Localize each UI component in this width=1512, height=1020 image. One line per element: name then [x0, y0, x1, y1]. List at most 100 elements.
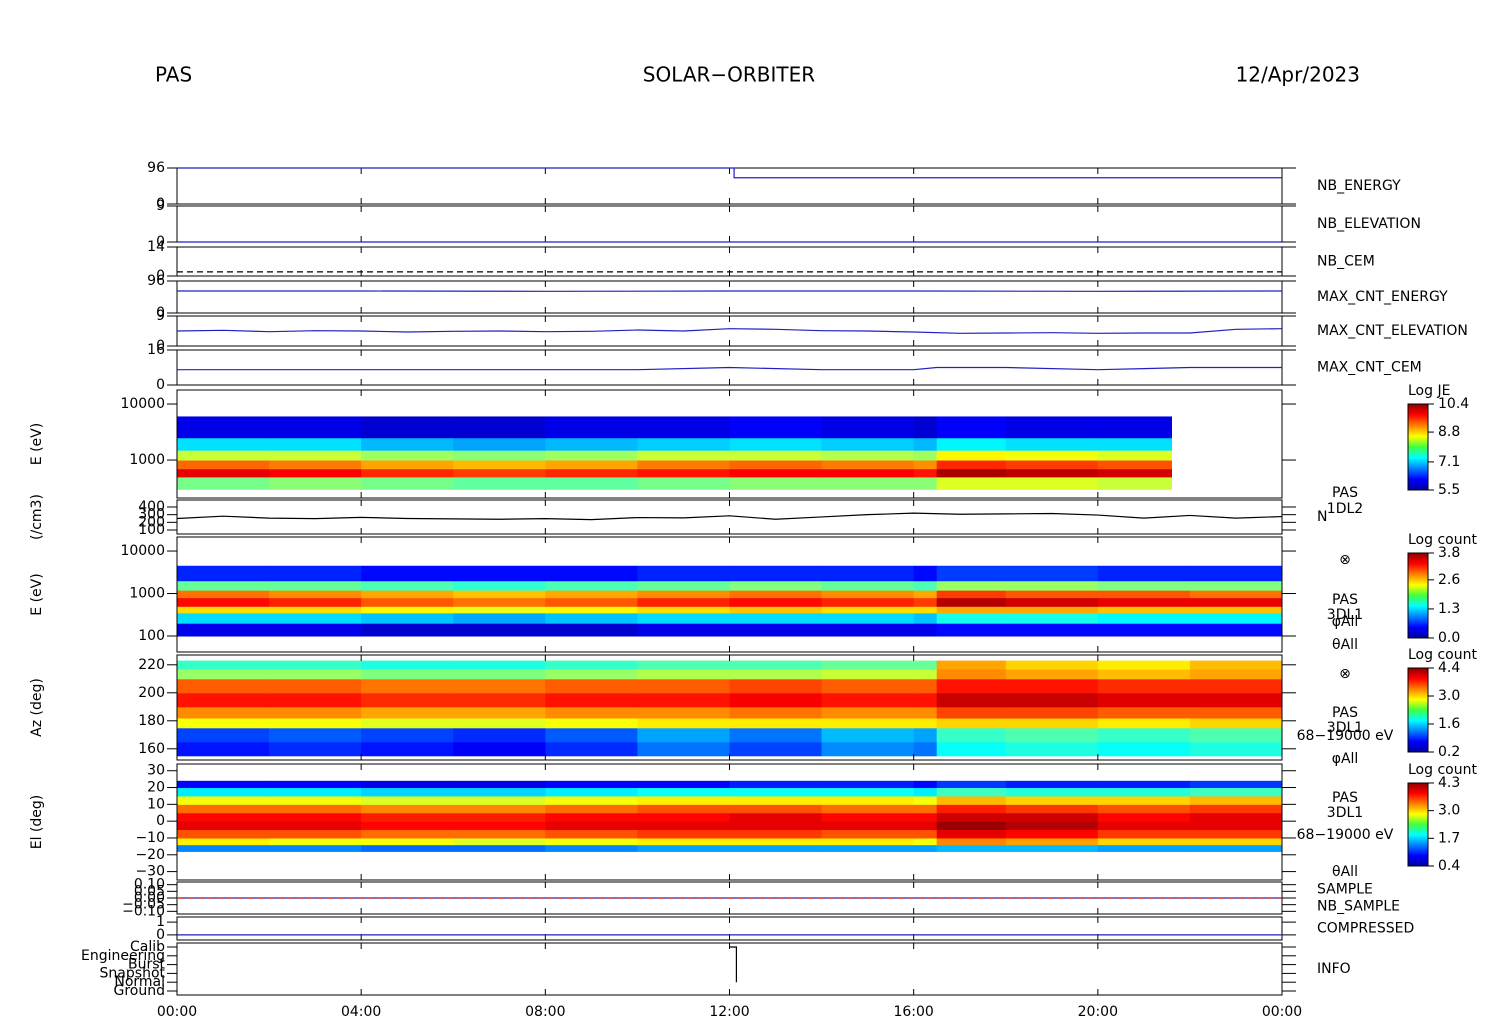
- heatmap-cell: [453, 780, 546, 789]
- heatmap-cell: [177, 623, 270, 637]
- y-tick-label: 0: [156, 927, 165, 943]
- heatmap-cell: [177, 450, 270, 461]
- colorbar: [1407, 403, 1429, 491]
- y-tick-label: Normal: [114, 974, 165, 990]
- heatmap-cell: [361, 821, 454, 831]
- heatmap-cell: [1005, 660, 1099, 670]
- heatmap-cell: [1097, 590, 1191, 599]
- heatmap-cell: [1097, 812, 1191, 822]
- heatmap-cell: [1097, 460, 1172, 470]
- heatmap-cell: [913, 468, 938, 478]
- heatmap-cell: [729, 606, 823, 614]
- heatmap-cell: [936, 660, 1007, 670]
- heatmap-cell: [913, 416, 938, 439]
- panel-frame: [176, 942, 1283, 996]
- heatmap-cell: [545, 416, 638, 439]
- heatmap-cell: [1189, 678, 1283, 694]
- heatmap-cell: [361, 437, 454, 451]
- heatmap-cell: [177, 669, 270, 680]
- heatmap-cell: [913, 597, 938, 607]
- heatmap-cell: [1097, 476, 1172, 490]
- heatmap-cell: [1005, 706, 1099, 719]
- heatmap-cell: [177, 437, 270, 451]
- colorbar: [1407, 552, 1429, 639]
- heatmap-cell: [177, 804, 270, 814]
- heatmap-cell: [1005, 580, 1099, 591]
- heatmap-cell: [269, 669, 362, 680]
- heatmap-cell: [936, 706, 1007, 719]
- side-label: 1DL2: [1327, 501, 1363, 517]
- heatmap-cell: [637, 468, 730, 478]
- colorbar-label: Log count: [1408, 532, 1477, 548]
- heatmap-cell: [821, 821, 915, 831]
- heatmap-cell: [913, 837, 938, 846]
- heatmap-cell: [361, 741, 454, 757]
- heatmap-cell: [453, 450, 546, 461]
- heatmap-cell: [729, 678, 823, 694]
- colorbar-tick-label: 7.1: [1438, 454, 1460, 470]
- y-tick-label: 1000: [129, 586, 165, 602]
- y-tick-label: 30: [147, 763, 165, 779]
- x-tick-label: 04:00: [341, 1004, 381, 1020]
- heatmap-cell: [913, 787, 938, 797]
- heatmap-cell: [936, 787, 1007, 797]
- heatmap-cell: [821, 741, 915, 757]
- colorbar-label: Log count: [1408, 647, 1477, 663]
- heatmap-cell: [1097, 692, 1191, 708]
- heatmap-cell: [177, 844, 270, 852]
- heatmap-cell: [361, 678, 454, 694]
- series-name: SAMPLE: [1317, 882, 1373, 898]
- heatmap-cell: [821, 678, 915, 694]
- heatmap-cell: [936, 416, 1007, 439]
- heatmap-cell: [177, 741, 270, 757]
- heatmap-cell: [729, 718, 823, 729]
- y-tick-label: 0.05: [134, 883, 165, 899]
- heatmap-cell: [545, 590, 638, 599]
- heatmap-cell: [1189, 612, 1283, 624]
- heatmap-cell: [269, 612, 362, 624]
- y-tick-label: 0.00: [134, 890, 165, 906]
- heatmap-cell: [821, 623, 915, 637]
- series-name: NB_SAMPLE: [1317, 899, 1400, 915]
- heatmap-cell: [729, 787, 823, 797]
- heatmap-cell: [545, 844, 638, 852]
- heatmap-cell: [269, 718, 362, 729]
- colorbar: [1407, 667, 1429, 753]
- heatmap-cell: [1097, 804, 1191, 814]
- heatmap-cell: [729, 597, 823, 607]
- heatmap-cell: [637, 416, 730, 439]
- colorbar-tick-label: 1.6: [1438, 716, 1460, 732]
- heatmap-cell: [545, 718, 638, 729]
- y-tick-label: 0: [156, 377, 165, 393]
- heatmap-cell: [177, 416, 270, 439]
- heatmap-cell: [913, 780, 938, 789]
- heatmap-cell: [936, 460, 1007, 470]
- y-tick-label: −10: [135, 830, 165, 846]
- colorbar-tick-label: 3.8: [1438, 545, 1460, 561]
- heatmap-cell: [821, 660, 915, 670]
- heatmap-cell: [936, 692, 1007, 708]
- heatmap-cell: [936, 780, 1007, 789]
- heatmap-cell: [1097, 669, 1191, 680]
- colorbar-tick-label: 1.3: [1438, 601, 1460, 617]
- y-tick-label: 96: [147, 273, 165, 289]
- series-name: MAX_CNT_ELEVATION: [1317, 323, 1468, 339]
- heatmap-cell: [269, 727, 362, 743]
- heatmap-cell: [269, 812, 362, 822]
- heatmap-cell: [361, 606, 454, 614]
- heatmap-cell: [453, 795, 546, 805]
- heatmap-cell: [1005, 597, 1099, 607]
- heatmap-cell: [821, 612, 915, 624]
- y-axis-label: E (eV): [29, 423, 45, 465]
- heatmap-cell: [637, 780, 730, 789]
- y-axis-label: E (eV): [29, 573, 45, 615]
- y-tick-label: 100: [138, 628, 165, 644]
- side-label: θAll: [1332, 637, 1358, 653]
- heatmap-cell: [729, 468, 823, 478]
- series-name: NB_ENERGY: [1317, 178, 1401, 194]
- heatmap-cell: [1189, 718, 1283, 729]
- heatmap-cell: [913, 606, 938, 614]
- heatmap-cell: [545, 660, 638, 670]
- heatmap-cell: [177, 787, 270, 797]
- heatmap-cell: [729, 795, 823, 805]
